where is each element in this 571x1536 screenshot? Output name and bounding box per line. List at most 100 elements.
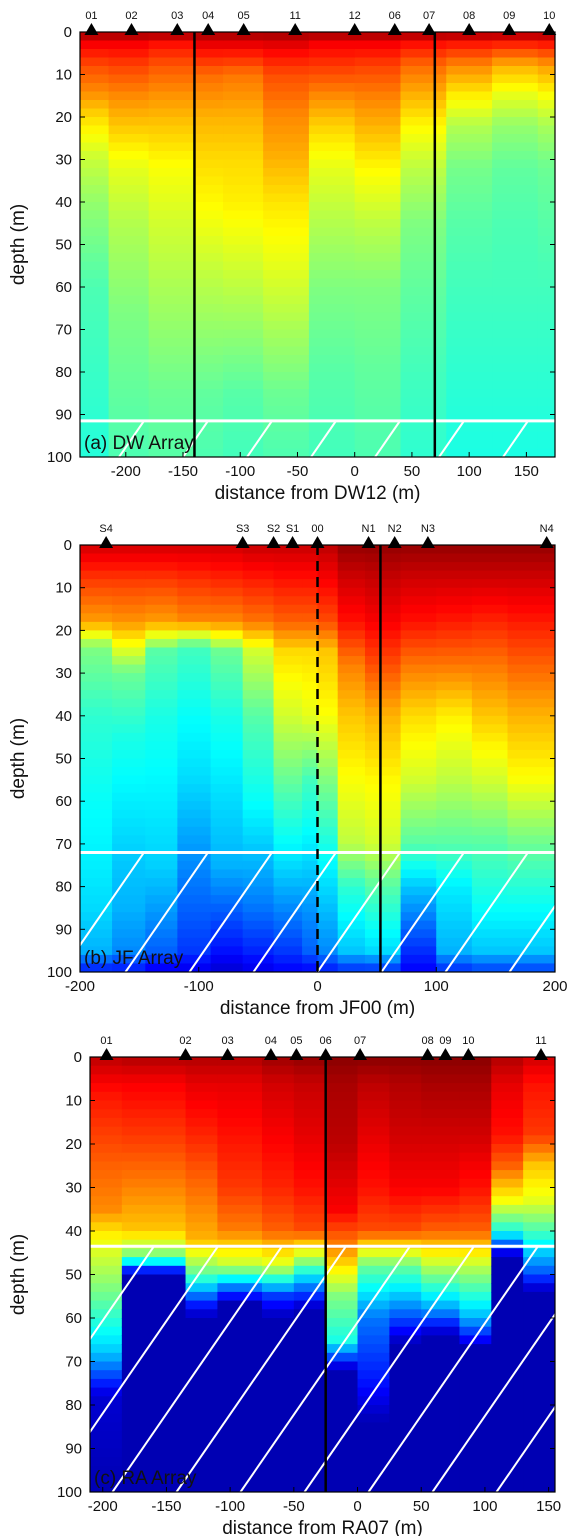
heatmap-cell (317, 869, 339, 879)
x-tick-label: -100 (215, 1498, 245, 1515)
heatmap-cell (223, 448, 264, 457)
heatmap-cell (145, 886, 178, 896)
heatmap-cell (90, 1265, 123, 1276)
heatmap-cell (210, 732, 244, 743)
heatmap-cell (436, 758, 473, 768)
heatmap-cell (242, 946, 275, 956)
heatmap-cell (148, 312, 196, 322)
heatmap-cell (145, 553, 178, 563)
heatmap-cell (217, 1213, 263, 1223)
heatmap-cell (112, 920, 146, 930)
station-marker (387, 536, 402, 548)
heatmap-cell (446, 202, 493, 212)
heatmap-cell (263, 253, 310, 263)
heatmap-cell (354, 125, 402, 135)
heatmap-cell (507, 724, 555, 734)
heatmap-cell (261, 1204, 295, 1215)
heatmap-cell (242, 741, 275, 751)
heatmap-cell (302, 681, 319, 691)
y-tick-label: 10 (55, 67, 72, 84)
heatmap-cell (459, 1465, 492, 1476)
heatmap-cell (145, 587, 178, 597)
heatmap-cell (185, 1057, 218, 1067)
heatmap-cell (273, 587, 303, 597)
heatmap-cell (261, 1474, 295, 1484)
heatmap-cell (337, 860, 366, 871)
heatmap-cell (80, 954, 113, 965)
heatmap-cell (400, 818, 437, 828)
heatmap-cell (194, 338, 224, 348)
heatmap-cell (112, 792, 146, 802)
heatmap-cell (325, 1352, 359, 1363)
heatmap-cell (302, 929, 319, 939)
station-marker (533, 1048, 548, 1060)
heatmap-cell (263, 66, 310, 76)
heatmap-cell (108, 100, 150, 110)
heatmap-cell (148, 202, 196, 212)
heatmap-cell (400, 287, 447, 297)
heatmap-cell (357, 1074, 390, 1084)
x-tick-label: 100 (457, 463, 482, 480)
heatmap-cell (436, 664, 473, 674)
heatmap-cell (80, 125, 110, 135)
heatmap-cell (302, 664, 319, 674)
heatmap-cell (325, 1431, 359, 1441)
heatmap-cell (112, 775, 146, 785)
heatmap-cell (263, 287, 310, 297)
heatmap-cell (80, 852, 113, 862)
heatmap-cell (389, 1231, 422, 1241)
heatmap-cell (263, 278, 310, 288)
heatmap-cell (523, 1144, 555, 1154)
heatmap-cell (446, 431, 493, 441)
heatmap-cell (400, 886, 437, 896)
heatmap-cell (90, 1396, 123, 1406)
heatmap-cell (112, 784, 146, 794)
heatmap-cell (523, 1352, 555, 1363)
heatmap-cell (337, 673, 366, 683)
heatmap-cell (421, 1422, 461, 1432)
heatmap-cell (492, 151, 539, 161)
heatmap-cell (273, 570, 303, 580)
heatmap-cell (354, 57, 402, 67)
heatmap-cell (217, 1309, 263, 1319)
heatmap-cell (242, 613, 275, 623)
heatmap-cell (459, 1257, 492, 1267)
heatmap-cell (523, 1248, 555, 1258)
heatmap-cell (365, 801, 402, 811)
heatmap-cell (317, 912, 339, 922)
heatmap-cell (148, 176, 196, 186)
heatmap-cell (121, 1300, 187, 1310)
heatmap-cell (210, 724, 244, 734)
heatmap-cell (223, 440, 264, 450)
heatmap-cell (210, 613, 244, 623)
heatmap-cell (210, 809, 244, 819)
heatmap-cell (537, 32, 555, 42)
heatmap-cell (354, 168, 402, 178)
heatmap-cell (365, 758, 402, 768)
heatmap-cell (317, 604, 339, 614)
heatmap-cell (145, 937, 178, 947)
heatmap-cell (263, 83, 310, 93)
heatmap-cell (337, 818, 366, 828)
heatmap-cell (365, 895, 402, 905)
heatmap-cell (354, 406, 402, 416)
heatmap-cell (471, 843, 509, 854)
heatmap-cell (446, 134, 493, 144)
heatmap-cell (80, 185, 110, 195)
heatmap-cell (273, 664, 303, 674)
heatmap-cell (492, 372, 539, 382)
heatmap-cell (357, 1100, 390, 1110)
heatmap-cell (317, 937, 339, 947)
heatmap-cell (185, 1065, 218, 1075)
heatmap-cell (177, 724, 212, 734)
heatmap-cell (121, 1309, 187, 1319)
heatmap-cell (436, 784, 473, 794)
heatmap-cell (507, 707, 555, 717)
heatmap-cell (389, 1335, 422, 1345)
heatmap-cell (492, 142, 539, 152)
heatmap-cell (459, 1161, 492, 1171)
heatmap-cell (80, 397, 110, 407)
heatmap-cell (145, 920, 178, 930)
heatmap-cell (537, 287, 555, 297)
heatmap-cell (389, 1239, 422, 1249)
